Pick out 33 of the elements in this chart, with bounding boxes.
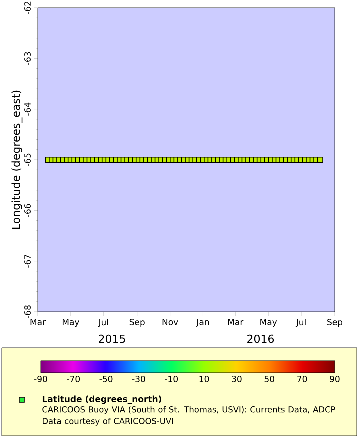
text: 2015 [99, 334, 126, 344]
x-tick-label: May [62, 319, 80, 327]
x-tick-label: Mar [228, 319, 244, 326]
y-tick-label: -65 [24, 154, 31, 167]
y-axis-title: Longitude (degrees_east) [12, 90, 23, 229]
color-bar-label: 10 [200, 376, 210, 382]
color-bar-label: -90 [34, 376, 48, 382]
color-bar-label: 30 [232, 376, 242, 382]
x-tick-label: Sep [130, 319, 145, 328]
x-tick-label: Jul [296, 319, 306, 328]
color-bar-label: 90 [330, 376, 340, 382]
x-tick-label: Sep [328, 319, 343, 328]
color-bar-label: -10 [165, 376, 178, 382]
text: Data courtesy of CARICOOS-UVI [43, 418, 174, 426]
y-tick-label: -64 [24, 102, 31, 116]
text: 2016 [248, 334, 274, 344]
y-tick-label: -62 [24, 2, 31, 15]
x-tick-label: Jul [98, 319, 108, 328]
color-bar-label: 50 [264, 376, 274, 382]
y-tick-label: -63 [24, 52, 31, 66]
x-tick-label: Jan [196, 319, 210, 327]
x-tick-label: May [260, 319, 278, 327]
y-tick-label: -67 [24, 255, 31, 268]
y-tick-label: -68 [24, 306, 31, 319]
y-tick-label: -66 [24, 204, 31, 218]
x-tick-label: Mar [30, 319, 46, 326]
color-bar-label: -30 [132, 376, 146, 382]
x-tick-label: Nov [162, 319, 178, 326]
color-bar-label: 70 [298, 376, 308, 382]
text: CARICOOS Buoy VIA (South of St. Thomas, USVI): Currents Data, ADCP [42, 406, 336, 414]
color-bar-label: -50 [100, 376, 113, 382]
color-bar-title: Latitude (degrees_north) [42, 396, 162, 404]
color-bar-label: -70 [67, 376, 80, 382]
